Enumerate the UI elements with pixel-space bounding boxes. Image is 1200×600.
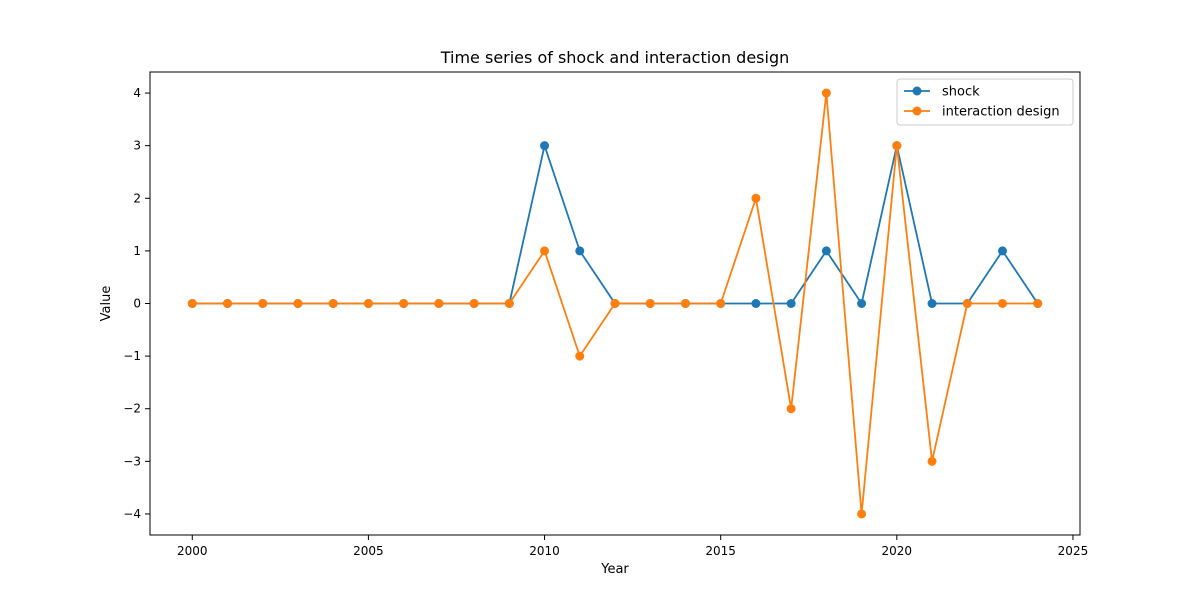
data-point — [998, 246, 1007, 256]
chart-title: Time series of shock and interaction des… — [440, 48, 790, 67]
y-tick-label: −1 — [123, 349, 141, 363]
data-point — [540, 246, 550, 256]
data-point — [293, 299, 303, 308]
x-tick-label: 2010 — [529, 544, 560, 558]
series-interaction-design — [187, 88, 1043, 519]
y-axis-label: Value — [99, 286, 114, 322]
y-tick-label: −4 — [123, 507, 141, 521]
data-point — [786, 404, 796, 414]
y-tick-label: 2 — [133, 191, 141, 205]
data-point — [680, 299, 690, 308]
x-tick-label: 2020 — [882, 544, 913, 558]
x-tick-label: 2015 — [705, 544, 736, 558]
data-point — [399, 299, 409, 308]
legend-item: interaction design — [904, 105, 1060, 120]
x-axis: 2000 2005 2010 2015 2020 2025 — [177, 535, 1088, 558]
data-point — [786, 299, 796, 308]
data-point — [892, 141, 902, 151]
data-point — [751, 299, 761, 308]
x-tick-label: 2025 — [1058, 544, 1089, 558]
data-point — [504, 299, 514, 308]
data-point — [258, 299, 268, 308]
data-point — [575, 246, 585, 256]
data-point — [857, 299, 867, 308]
data-point — [645, 299, 655, 308]
y-axis: −4 −3 −2 −1 0 1 2 3 4 — [123, 86, 150, 521]
data-point — [751, 193, 761, 203]
x-tick-label: 2000 — [177, 544, 208, 558]
plot-frame — [149, 71, 1081, 536]
data-point — [927, 299, 937, 308]
data-point — [575, 351, 585, 361]
data-point — [223, 299, 232, 308]
legend-marker — [912, 106, 922, 116]
data-point — [998, 299, 1007, 308]
legend-item: shock — [904, 85, 980, 100]
data-point — [328, 299, 338, 308]
data-point — [363, 299, 373, 308]
data-point — [927, 456, 937, 466]
data-point — [1033, 299, 1043, 308]
y-tick-label: −3 — [123, 454, 141, 468]
data-point — [962, 299, 972, 308]
data-point — [610, 299, 620, 308]
data-point — [716, 299, 726, 308]
legend-label: shock — [942, 85, 980, 100]
legend-label: interaction design — [942, 105, 1060, 120]
legend-box — [896, 78, 1074, 126]
x-tick-label: 2005 — [353, 544, 384, 558]
data-point — [821, 88, 831, 98]
data-point — [187, 299, 197, 308]
y-tick-label: −2 — [123, 402, 141, 416]
y-tick-label: 3 — [133, 139, 141, 153]
data-point — [821, 246, 831, 256]
data-point — [857, 509, 867, 519]
data-point — [540, 141, 550, 151]
y-tick-label: 0 — [133, 297, 141, 311]
data-point — [469, 299, 479, 308]
y-tick-label: 4 — [133, 86, 141, 100]
legend-marker — [912, 86, 922, 96]
data-point — [434, 299, 444, 308]
y-tick-label: 1 — [133, 244, 141, 258]
x-axis-label: Year — [600, 562, 629, 577]
legend: shock interaction design — [896, 78, 1074, 126]
series-layer — [187, 88, 1043, 519]
